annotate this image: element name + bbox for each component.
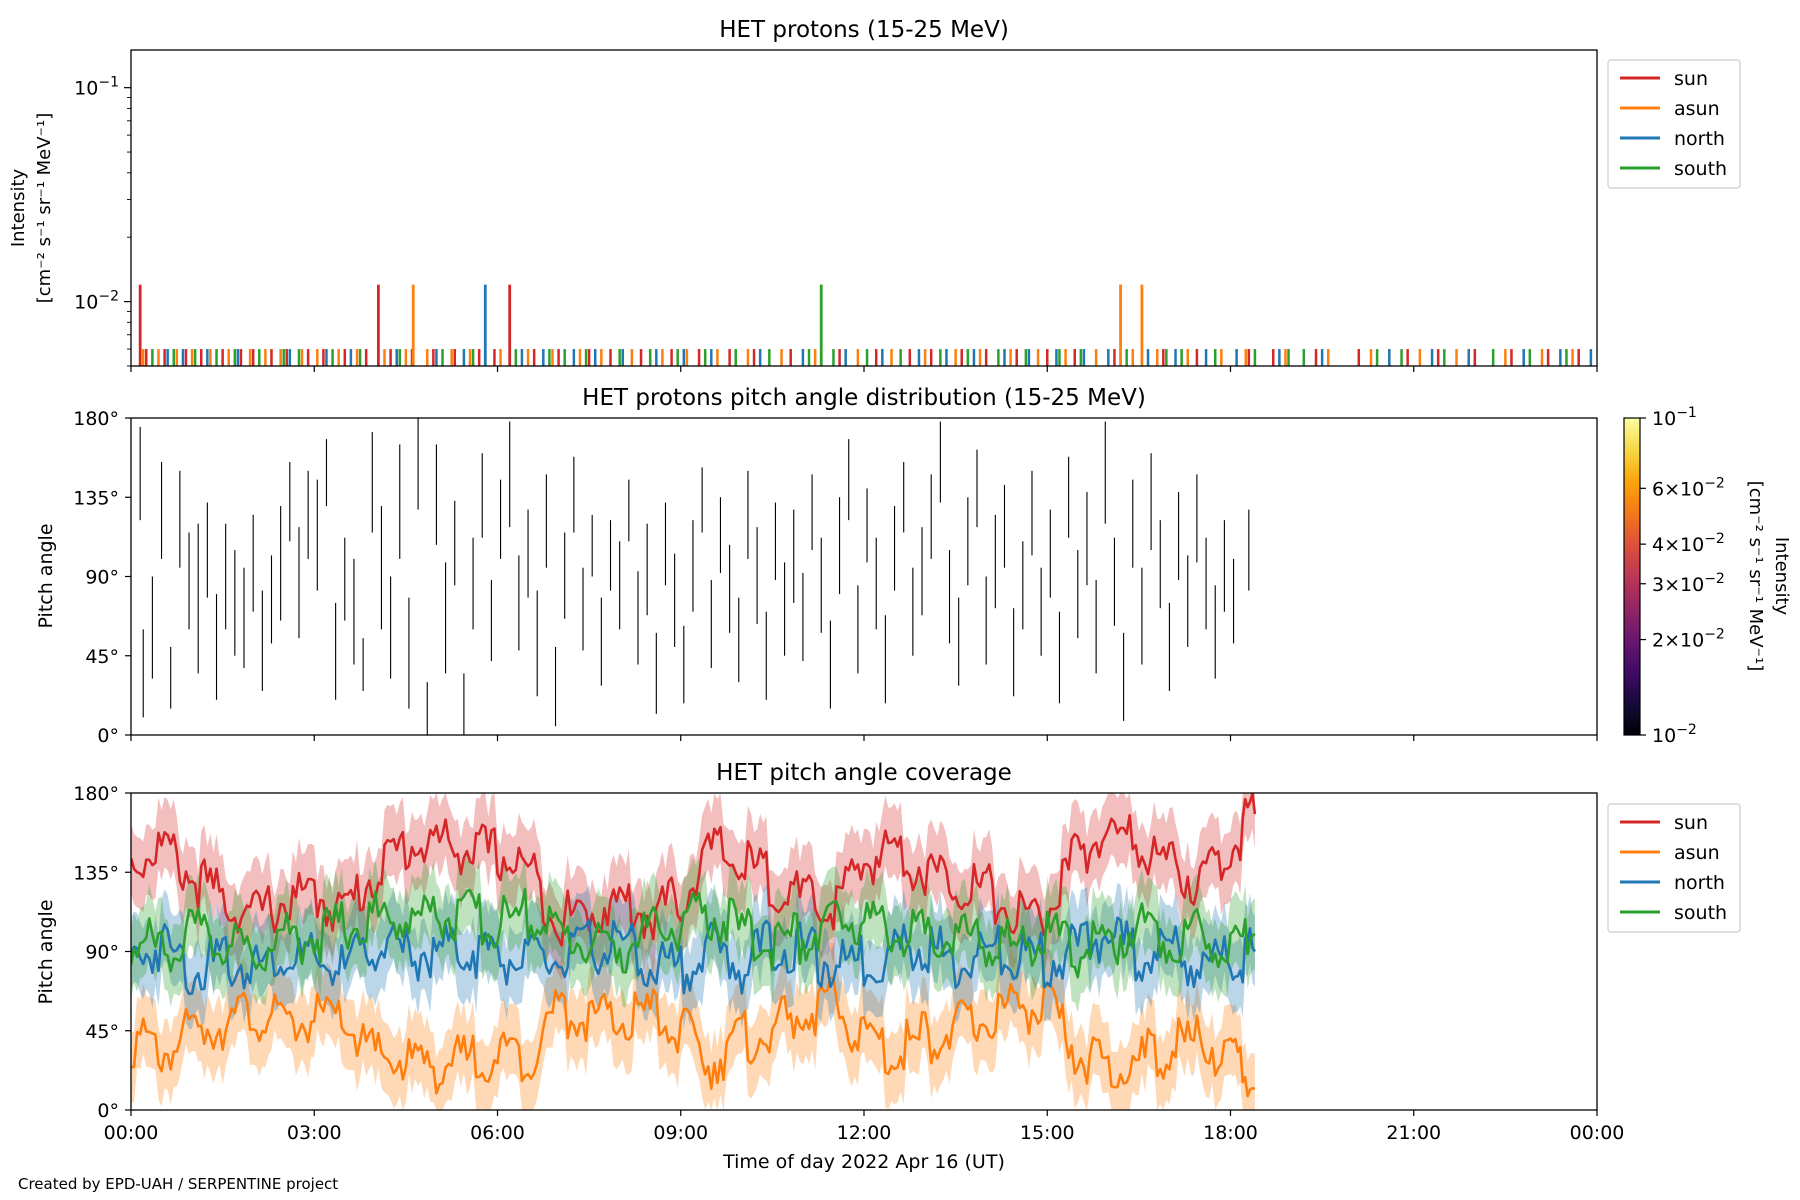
colorbar-tick-label: 10−2	[1652, 722, 1697, 747]
x-tick-label: 09:00	[653, 1122, 708, 1144]
y-tick-label: 90°	[85, 567, 119, 589]
pad-segments	[139, 418, 1250, 735]
credit-footer: Created by EPD-UAH / SERPENTINE project	[18, 1175, 339, 1193]
intensity-spikes	[138, 284, 1593, 366]
panel2-frame	[130, 417, 1598, 736]
colorbar-tick-label: 10−1	[1652, 405, 1697, 430]
y-tick-label: 180°	[73, 408, 119, 430]
x-tick-label: 00:00	[104, 1122, 159, 1144]
x-axis-label: Time of day 2022 Apr 16 (UT)	[722, 1151, 1005, 1173]
panel1-frame	[130, 49, 1598, 367]
y-tick-label: 135°	[73, 862, 119, 884]
colorbar-ticks: 10−1 6×10−2 4×10−2 3×10−2 2×10−2 10−2	[1640, 405, 1725, 747]
x-tick-label: 18:00	[1203, 1122, 1258, 1144]
north-legend-label: north	[1674, 872, 1725, 894]
north-line	[131, 916, 1257, 996]
panel2-title: HET protons pitch angle distribution (15…	[582, 385, 1146, 411]
asun-legend-label: asun	[1674, 98, 1720, 120]
y-tick-label: 45°	[85, 646, 119, 668]
panel1-legend: sun asun north south	[1607, 59, 1741, 189]
panel2-x-ticks	[130, 735, 1598, 741]
south-line	[131, 887, 1256, 979]
coverage-lines	[131, 793, 1257, 1098]
south-band	[131, 853, 1255, 1013]
north-band	[131, 882, 1255, 1030]
x-tick-label: 00:00	[1570, 1122, 1625, 1144]
y-tick-label: 45°	[85, 1021, 119, 1043]
asun-legend-label: asun	[1674, 842, 1720, 864]
colorbar-tick-label: 3×10−2	[1652, 571, 1725, 596]
panel3-x-ticks: 00:00 03:00 06:00 09:00 12:00 15:00 18:00 21:00…	[104, 1110, 1625, 1144]
panel3-title: HET pitch angle coverage	[716, 760, 1012, 786]
x-tick-label: 06:00	[470, 1122, 525, 1144]
sun-legend-label: sun	[1674, 812, 1708, 834]
colorbar-tick-label: 4×10−2	[1652, 531, 1725, 556]
sun-line	[131, 793, 1257, 947]
south-legend-label: south	[1674, 902, 1727, 924]
x-tick-label: 12:00	[837, 1122, 892, 1144]
x-tick-label: 15:00	[1020, 1122, 1075, 1144]
y-tick-label: 180°	[73, 783, 119, 805]
panel-intensity: HET protons (15-25 MeV) 10−1 10−2 Intensi…	[8, 17, 1741, 372]
x-tick-label: 21:00	[1386, 1122, 1441, 1144]
sun-band	[131, 793, 1255, 981]
colorbar-tick-label: 2×10−2	[1652, 627, 1725, 652]
colorbar-gradient	[1623, 417, 1641, 736]
panel1-x-ticks	[130, 366, 1598, 372]
panel-pitch-angle-coverage: HET pitch angle coverage 0° 45° 90° 135° 180…	[35, 760, 1741, 1173]
south-legend-label: south	[1674, 158, 1727, 180]
panel3-legend: sun asun north south	[1607, 803, 1741, 933]
panel1-ylabel-line1: Intensity	[8, 168, 29, 247]
asun-line	[131, 976, 1256, 1098]
y-tick-label: 10−1	[74, 75, 119, 100]
panel3-y-ticks: 0° 45° 90° 135° 180°	[73, 783, 131, 1122]
sun-legend-label: sun	[1674, 68, 1708, 90]
y-tick-label: 135°	[73, 487, 119, 509]
panel2-ylabel: Pitch angle	[35, 523, 57, 628]
y-tick-label: 0°	[97, 725, 119, 747]
colorbar-tick-label: 6×10−2	[1652, 475, 1725, 500]
y-tick-label: 0°	[97, 1100, 119, 1122]
x-tick-label: 03:00	[287, 1122, 342, 1144]
panel1-y-ticks: 10−1 10−2	[74, 75, 131, 367]
legend-box	[1607, 803, 1741, 933]
y-tick-label: 90°	[85, 942, 119, 964]
colorbar: 10−1 6×10−2 4×10−2 3×10−2 2×10−2 10−2 Intensi…	[1623, 405, 1792, 747]
panel-pitch-angle-distribution: HET protons pitch angle distribution (15…	[35, 385, 1792, 747]
panel1-ylabel-line2: [cm⁻² s⁻¹ sr⁻¹ MeV⁻¹]	[34, 113, 55, 304]
y-tick-label: 10−2	[74, 289, 119, 314]
colorbar-label-line2: [cm⁻² s⁻¹ sr⁻¹ MeV⁻¹]	[1745, 481, 1766, 672]
panel3-ylabel: Pitch angle	[35, 899, 57, 1004]
panel1-title: HET protons (15-25 MeV)	[719, 17, 1009, 43]
north-legend-label: north	[1674, 128, 1725, 150]
legend-box	[1607, 59, 1741, 189]
colorbar-label-line1: Intensity	[1771, 537, 1792, 616]
panel2-y-ticks: 0° 45° 90° 135° 180°	[73, 408, 131, 747]
